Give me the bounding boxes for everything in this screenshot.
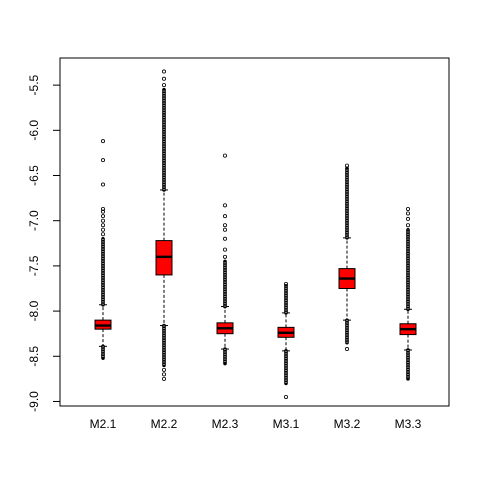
outlier-point: [222, 223, 227, 228]
x-tick-label: M3.3: [395, 417, 422, 431]
y-tick-label: -7.5: [27, 255, 41, 276]
x-tick-label: M3.1: [273, 417, 300, 431]
outlier-point: [222, 203, 227, 208]
outlier-point: [405, 211, 410, 216]
y-tick-label: -8.5: [27, 346, 41, 367]
outlier-point: [222, 227, 227, 232]
outlier-point: [101, 158, 106, 163]
outlier-point: [405, 216, 410, 221]
outlier-point: [283, 394, 288, 399]
box-m2-2: [155, 69, 173, 381]
y-tick-label: -7.0: [27, 210, 41, 231]
outlier-point: [405, 206, 410, 211]
outlier-point: [161, 83, 166, 88]
outlier-point: [222, 153, 227, 158]
box-m2-1: [94, 139, 112, 360]
y-tick-label: -6.5: [27, 165, 41, 186]
outlier-point: [101, 218, 106, 223]
outlier-point: [222, 214, 227, 219]
y-tick-label: -6.0: [27, 120, 41, 141]
outlier-point: [283, 281, 288, 286]
outlier-point: [161, 372, 166, 377]
outlier-point: [222, 247, 227, 252]
outlier-point: [161, 76, 166, 81]
outlier-point: [101, 227, 106, 232]
x-tick-label: M2.1: [90, 417, 117, 431]
outlier-point: [405, 223, 410, 228]
outlier-point: [101, 182, 106, 187]
y-tick-label: -9.0: [27, 391, 41, 412]
outlier-point: [161, 367, 166, 372]
plot-frame: [59, 57, 450, 407]
outlier-point: [344, 347, 349, 352]
box-m3-1: [277, 281, 295, 399]
boxes-layer: [94, 69, 417, 399]
x-tick-label: M3.2: [334, 417, 361, 431]
x-tick-label: M2.3: [212, 417, 239, 431]
x-axis: M2.1 M2.2 M2.3 M3.1 M3.2 M3.3: [90, 417, 422, 431]
outlier-point: [222, 254, 227, 259]
box-m3-2: [338, 163, 356, 352]
outlier-point: [101, 232, 106, 237]
outlier-point: [161, 376, 166, 381]
outlier-point: [101, 209, 106, 214]
outlier-point: [222, 236, 227, 241]
outlier-point: [101, 214, 106, 219]
y-tick-label: -5.5: [27, 74, 41, 95]
x-tick-label: M2.2: [151, 417, 178, 431]
outlier-point: [101, 206, 106, 211]
y-axis: -5.5 -6.0 -6.5 -7.0 -7.5 -8.0 -8.5 -9.0: [27, 74, 60, 412]
outlier-point: [101, 223, 106, 228]
box-m2-3: [216, 153, 234, 366]
y-tick-label: -8.0: [27, 300, 41, 321]
box-m3-3: [399, 206, 417, 381]
outlier-point: [161, 69, 166, 74]
outlier-point: [344, 163, 349, 168]
outlier-point: [101, 139, 106, 144]
